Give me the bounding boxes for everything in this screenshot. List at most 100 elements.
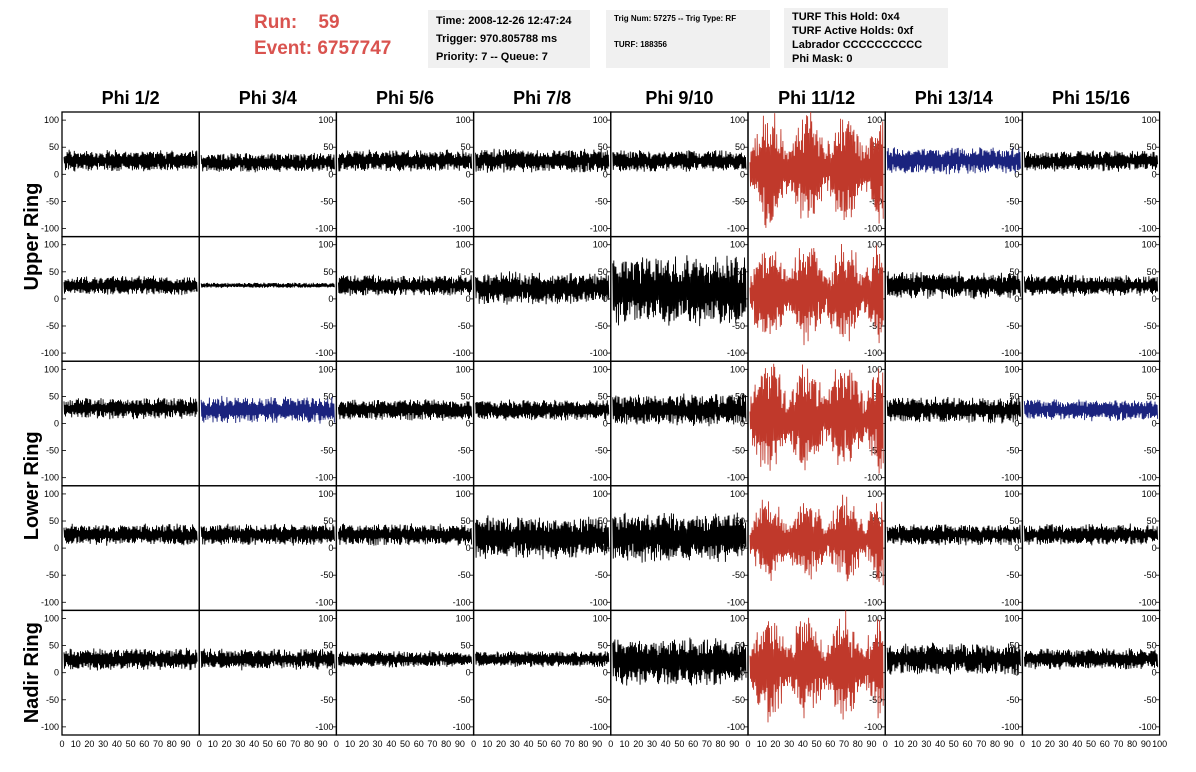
panel-frame (884, 485, 1024, 612)
x-tick-label: 0 (197, 739, 202, 749)
x-tick-label: 20 (84, 739, 94, 749)
y-tick-label: 50 (49, 641, 59, 651)
turf-info-box: TURF This Hold: 0x4 TURF Active Holds: 0… (784, 8, 948, 68)
trig-info-box: Trig Num: 57275 -- Trig Type: RF TURF: 1… (606, 10, 770, 68)
y-tick-label: 100 (593, 364, 608, 374)
y-tick-label: -100 (41, 597, 59, 607)
y-tick-label: 100 (318, 614, 333, 624)
x-tick-label: 80 (1127, 739, 1137, 749)
y-tick-label: -100 (453, 473, 471, 483)
x-tick-label: 60 (1100, 739, 1110, 749)
panel-frame (1021, 360, 1161, 487)
panel-frame (198, 360, 338, 487)
y-tick-label: -100 (727, 722, 745, 732)
waveform-line (200, 395, 335, 424)
phi-mask-text: Phi Mask: 0 (792, 53, 853, 65)
y-tick-label: -100 (1001, 722, 1019, 732)
x-tick-label: 10 (894, 739, 904, 749)
x-tick-label: 90 (592, 739, 602, 749)
y-tick-label: -100 (590, 223, 608, 233)
turf-hold-text: TURF This Hold: 0x4 (792, 11, 900, 23)
waveform-line (1023, 150, 1159, 172)
panel-frame (61, 609, 200, 736)
x-tick-label: 50 (263, 739, 273, 749)
x-tick-label: 20 (770, 739, 780, 749)
y-tick-label: -50 (458, 570, 471, 580)
y-tick-label: -50 (1144, 695, 1157, 705)
x-tick-label: 90 (318, 739, 328, 749)
y-tick-label: 100 (456, 115, 471, 125)
y-tick-label: 0 (54, 668, 59, 678)
y-tick-label: -100 (727, 348, 745, 358)
waveform-line (337, 149, 473, 172)
y-tick-label: -50 (1144, 446, 1157, 456)
x-tick-label: 20 (496, 739, 506, 749)
y-tick-label: 100 (867, 364, 882, 374)
y-tick-label: 0 (328, 419, 333, 429)
x-tick-label: 20 (222, 739, 232, 749)
waveform-line (749, 610, 884, 723)
y-tick-label: 0 (740, 169, 745, 179)
x-tick-label: 30 (784, 739, 794, 749)
y-tick-label: 50 (49, 142, 59, 152)
y-tick-label: 50 (598, 142, 608, 152)
y-tick-label: 0 (466, 668, 471, 678)
y-tick-label: -50 (732, 570, 745, 580)
y-tick-label: 0 (1014, 294, 1019, 304)
panel-frame (198, 485, 338, 612)
x-tick-label: 20 (633, 739, 643, 749)
y-tick-label: 0 (328, 668, 333, 678)
waveform-line (200, 523, 335, 546)
y-tick-label: 0 (740, 668, 745, 678)
y-tick-label: 100 (593, 489, 608, 499)
y-tick-label: 100 (44, 489, 59, 499)
y-tick-label: 100 (593, 115, 608, 125)
panel-frame (472, 111, 612, 238)
y-tick-label: 0 (603, 294, 608, 304)
panel-frame (1021, 111, 1161, 238)
column-header: Phi 15/16 (1052, 88, 1130, 108)
x-tick-label: 80 (853, 739, 863, 749)
x-tick-label: 80 (578, 739, 588, 749)
y-tick-label: -100 (590, 597, 608, 607)
y-tick-label: -100 (864, 722, 882, 732)
panel-frame (610, 111, 749, 238)
event-label: Event: (254, 38, 313, 59)
y-tick-label: 100 (318, 240, 333, 250)
x-tick-label: 10 (71, 739, 81, 749)
x-tick-label: 40 (661, 739, 671, 749)
y-tick-label: 50 (461, 516, 471, 526)
y-tick-label: 100 (867, 489, 882, 499)
y-tick-label: -50 (869, 570, 882, 580)
x-tick-label: 0 (334, 739, 339, 749)
y-tick-label: -100 (727, 473, 745, 483)
y-tick-label: 100 (44, 240, 59, 250)
y-tick-label: 0 (1014, 169, 1019, 179)
y-tick-label: -50 (320, 196, 333, 206)
x-tick-label: 20 (1045, 739, 1055, 749)
y-tick-label: -50 (1006, 570, 1019, 580)
y-tick-label: -50 (320, 695, 333, 705)
y-tick-label: -50 (732, 196, 745, 206)
waveform-line (475, 148, 610, 173)
y-tick-label: -100 (41, 473, 59, 483)
waveform-line (886, 523, 1021, 546)
x-tick-label: 10 (757, 739, 767, 749)
y-tick-label: 0 (54, 543, 59, 553)
waveform-line (475, 399, 610, 421)
run-label: Run: (254, 12, 298, 33)
y-tick-label: -100 (1139, 473, 1157, 483)
column-header: Phi 9/10 (645, 88, 713, 108)
x-tick-label: 30 (647, 739, 657, 749)
y-tick-label: -100 (864, 348, 882, 358)
y-tick-label: 0 (328, 543, 333, 553)
y-tick-label: 50 (598, 516, 608, 526)
x-tick-label: 80 (990, 739, 1000, 749)
y-tick-label: -50 (869, 446, 882, 456)
x-tick-label: 0 (883, 739, 888, 749)
waveform-line (749, 111, 884, 228)
y-tick-label: 100 (1142, 489, 1157, 499)
y-tick-label: -50 (1144, 321, 1157, 331)
panel-frame (61, 360, 200, 487)
